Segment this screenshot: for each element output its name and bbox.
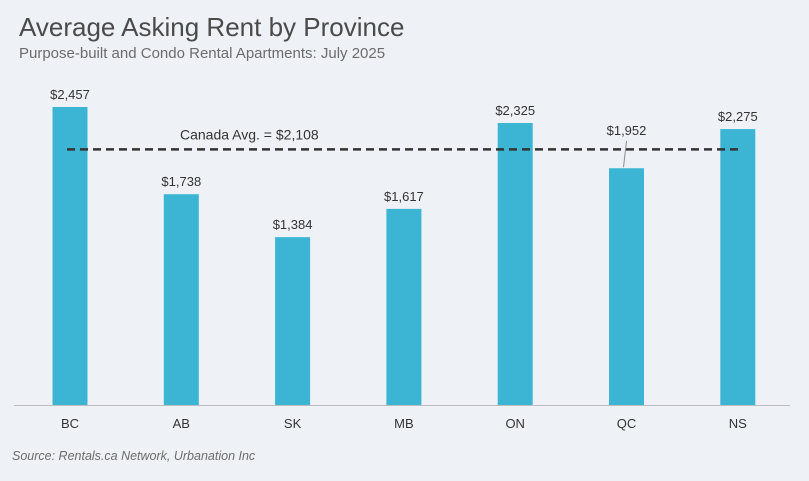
chart-title: Average Asking Rent by Province <box>19 12 405 42</box>
x-tick-label-ns: NS <box>729 416 747 431</box>
chart-subtitle: Purpose-built and Condo Rental Apartment… <box>19 45 386 62</box>
x-tick-label-mb: MB <box>394 416 414 431</box>
bar-on <box>497 123 533 405</box>
value-label-sk: $1,384 <box>273 217 313 232</box>
source-note: Source: Rentals.ca Network, Urbanation I… <box>12 449 256 463</box>
x-tick-label-sk: SK <box>284 416 302 431</box>
value-label-qc: $1,952 <box>607 123 647 138</box>
canada-average-label: Canada Avg. = $2,108 <box>180 126 319 142</box>
bar-qc <box>609 168 644 405</box>
x-tick-label-bc: BC <box>61 416 79 431</box>
x-tick-label-qc: QC <box>617 416 637 431</box>
x-tick-label-on: ON <box>505 416 525 431</box>
value-label-bc: $2,457 <box>50 87 90 102</box>
x-axis-ticks-group: BC AB SK MB ON QC NS <box>14 405 790 431</box>
bar-ab <box>163 194 199 405</box>
bar-ns <box>720 129 756 405</box>
bars-group <box>52 107 756 405</box>
bar-bc <box>52 107 88 405</box>
bar-sk <box>275 237 311 405</box>
value-label-ns: $2,275 <box>718 109 758 124</box>
value-label-ab: $1,738 <box>161 174 201 189</box>
value-labels-group: $2,457 $1,738 $1,384 $1,617 $2,325 $1,952 $2,2… <box>50 87 758 232</box>
value-label-mb: $1,617 <box>384 189 424 204</box>
label-leader-line-qc <box>623 140 627 168</box>
value-label-on: $2,325 <box>495 103 535 118</box>
x-tick-label-ab: AB <box>173 416 190 431</box>
bar-mb <box>386 208 422 405</box>
average-line-group: Canada Avg. = $2,108 <box>67 126 738 151</box>
